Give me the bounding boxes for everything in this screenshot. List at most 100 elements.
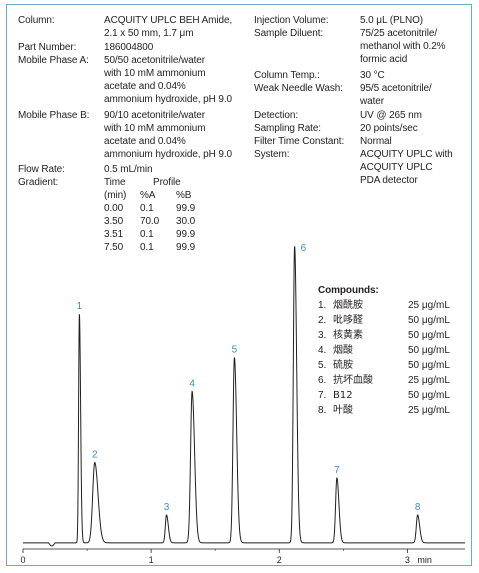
column-value-line2: 2.1 x 50 mm, 1.7 μm: [104, 28, 194, 39]
column-temp-value: 30 °C: [360, 70, 385, 81]
mobile-phase-b-line3: acetate and 0.04%: [104, 136, 186, 147]
column-label: Column:: [18, 15, 55, 26]
mobile-phase-a-line2: with 10 mM ammonium: [104, 68, 206, 79]
x-axis: 0 1 2 3 min: [20, 548, 465, 565]
mobile-phase-a-line3: acetate and 0.04%: [104, 81, 186, 92]
compounds-title: Compounds:: [318, 285, 379, 296]
mobile-phase-a-line1: 50/50 acetonitrile/water: [104, 55, 205, 66]
gradient-cell: 0.1: [140, 242, 154, 253]
peak-label-3: 3: [164, 502, 170, 513]
x-axis-unit: min: [417, 555, 432, 565]
gradient-cell: 99.9: [176, 203, 196, 214]
sample-diluent-line3: formic acid: [360, 54, 408, 65]
detection-label: Detection:: [254, 110, 299, 121]
sampling-rate-value: 20 points/sec: [360, 123, 418, 134]
compound-number: 8.: [318, 405, 327, 416]
x-tick-label: 3: [405, 555, 410, 565]
gradient-cell: 30.0: [176, 216, 196, 227]
mobile-phase-b-line4: ammonium hydroxide, pH 9.0: [104, 149, 233, 160]
compound-name: 叶酸: [333, 405, 353, 416]
compound-number: 4.: [318, 345, 327, 356]
compound-concentration: 50 μg/mL: [408, 330, 450, 341]
chromatogram-trace-group: [23, 246, 465, 547]
compound-number: 1.: [318, 300, 327, 311]
system-label: System:: [254, 149, 290, 160]
compound-name: B12: [333, 390, 353, 401]
peak-label-2: 2: [92, 449, 98, 460]
gradient-cell: 99.9: [176, 242, 196, 253]
compound-concentration: 25 μg/mL: [408, 405, 450, 416]
injection-volume-label: Injection Volume:: [254, 15, 329, 26]
part-number-value: 186004800: [104, 42, 154, 53]
flow-rate-value: 0.5 mL/min: [104, 164, 153, 175]
system-line2: ACQUITY UPLC: [360, 162, 433, 173]
gradient-header-a: %A: [140, 190, 156, 201]
peak-label-4: 4: [189, 378, 195, 389]
peak-label-5: 5: [232, 344, 238, 355]
compound-name: 吡哆醛: [333, 315, 363, 326]
compound-number: 3.: [318, 330, 327, 341]
mobile-phase-b-line1: 90/10 acetonitrile/water: [104, 110, 205, 121]
gradient-header-b: %B: [176, 190, 192, 201]
compound-concentration: 25 μg/mL: [408, 375, 450, 386]
compound-concentration: 25 μg/mL: [408, 300, 450, 311]
filter-constant-value: Normal: [360, 136, 392, 147]
column-temp-label: Column Temp.:: [254, 70, 320, 81]
mobile-phase-a-line4: ammonium hydroxide, pH 9.0: [104, 94, 233, 105]
column-value-line1: ACQUITY UPLC BEH Amide,: [104, 15, 233, 26]
gradient-cell: 0.1: [140, 229, 154, 240]
peak-labels: 1 2 3 4 5 6 7 8: [77, 243, 421, 513]
gradient-cell: 7.50: [104, 242, 124, 253]
gradient-header-profile: Profile: [153, 177, 181, 188]
compound-concentration: 50 μg/mL: [408, 315, 450, 326]
x-tick-label: 2: [277, 555, 282, 565]
compound-name: 烟酰胺: [333, 300, 363, 311]
mobile-phase-b-line2: with 10 mM ammonium: [104, 123, 206, 134]
compound-concentration: 50 μg/mL: [408, 345, 450, 356]
compound-number: 6.: [318, 375, 327, 386]
sampling-rate-label: Sampling Rate:: [254, 123, 321, 134]
compound-concentration: 50 μg/mL: [408, 390, 450, 401]
compound-name: 核黄素: [333, 330, 363, 341]
gradient-cell: 70.0: [140, 216, 160, 227]
gradient-cell: 3.50: [104, 216, 124, 227]
compound-number: 5.: [318, 360, 327, 371]
flow-rate-label: Flow Rate:: [18, 164, 65, 175]
mobile-phase-a-label: Mobile Phase A:: [18, 55, 89, 66]
sample-diluent-line2: methanol with 0.2%: [360, 41, 446, 52]
peak-label-6: 6: [301, 243, 307, 254]
peak-label-1: 1: [77, 301, 83, 312]
x-tick-label: 1: [149, 555, 154, 565]
system-line3: PDA detector: [360, 175, 418, 186]
compound-number: 7.: [318, 390, 327, 401]
compound-name: 烟酸: [333, 345, 353, 356]
gradient-cell: 99.9: [176, 229, 196, 240]
detection-value: UV @ 265 nm: [360, 110, 422, 121]
sample-diluent-label: Sample Diluent:: [254, 28, 324, 39]
gradient-header-time: Time: [104, 177, 126, 188]
gradient-cell: 3.51: [104, 229, 124, 240]
compound-name: 抗坏血酸: [333, 375, 373, 386]
compound-concentration: 50 μg/mL: [408, 360, 450, 371]
figure-frame: [6, 4, 472, 566]
compound-name: 硫胺: [333, 360, 353, 371]
injection-volume-value: 5.0 μL (PLNO): [360, 15, 424, 26]
part-number-label: Part Number:: [18, 42, 77, 53]
mobile-phase-b-label: Mobile Phase B:: [18, 110, 90, 121]
compound-number: 2.: [318, 315, 327, 326]
chromatogram-trace: [23, 246, 465, 547]
peak-label-8: 8: [415, 502, 421, 513]
needle-wash-label: Weak Needle Wash:: [254, 83, 343, 94]
needle-wash-line2: water: [360, 96, 384, 107]
gradient-header-min: (min): [104, 190, 127, 201]
system-line1: ACQUITY UPLC with: [360, 149, 453, 160]
gradient-cell: 0.1: [140, 203, 154, 214]
needle-wash-line1: 95/5 acetonitrile/: [360, 83, 432, 94]
gradient-cell: 0.00: [104, 203, 124, 214]
sample-diluent-line1: 75/25 acetonitrile/: [360, 28, 438, 39]
peak-label-7: 7: [334, 465, 340, 476]
x-tick-label: 0: [20, 555, 25, 565]
gradient-label: Gradient:: [18, 177, 59, 188]
filter-constant-label: Filter Time Constant:: [254, 136, 345, 147]
